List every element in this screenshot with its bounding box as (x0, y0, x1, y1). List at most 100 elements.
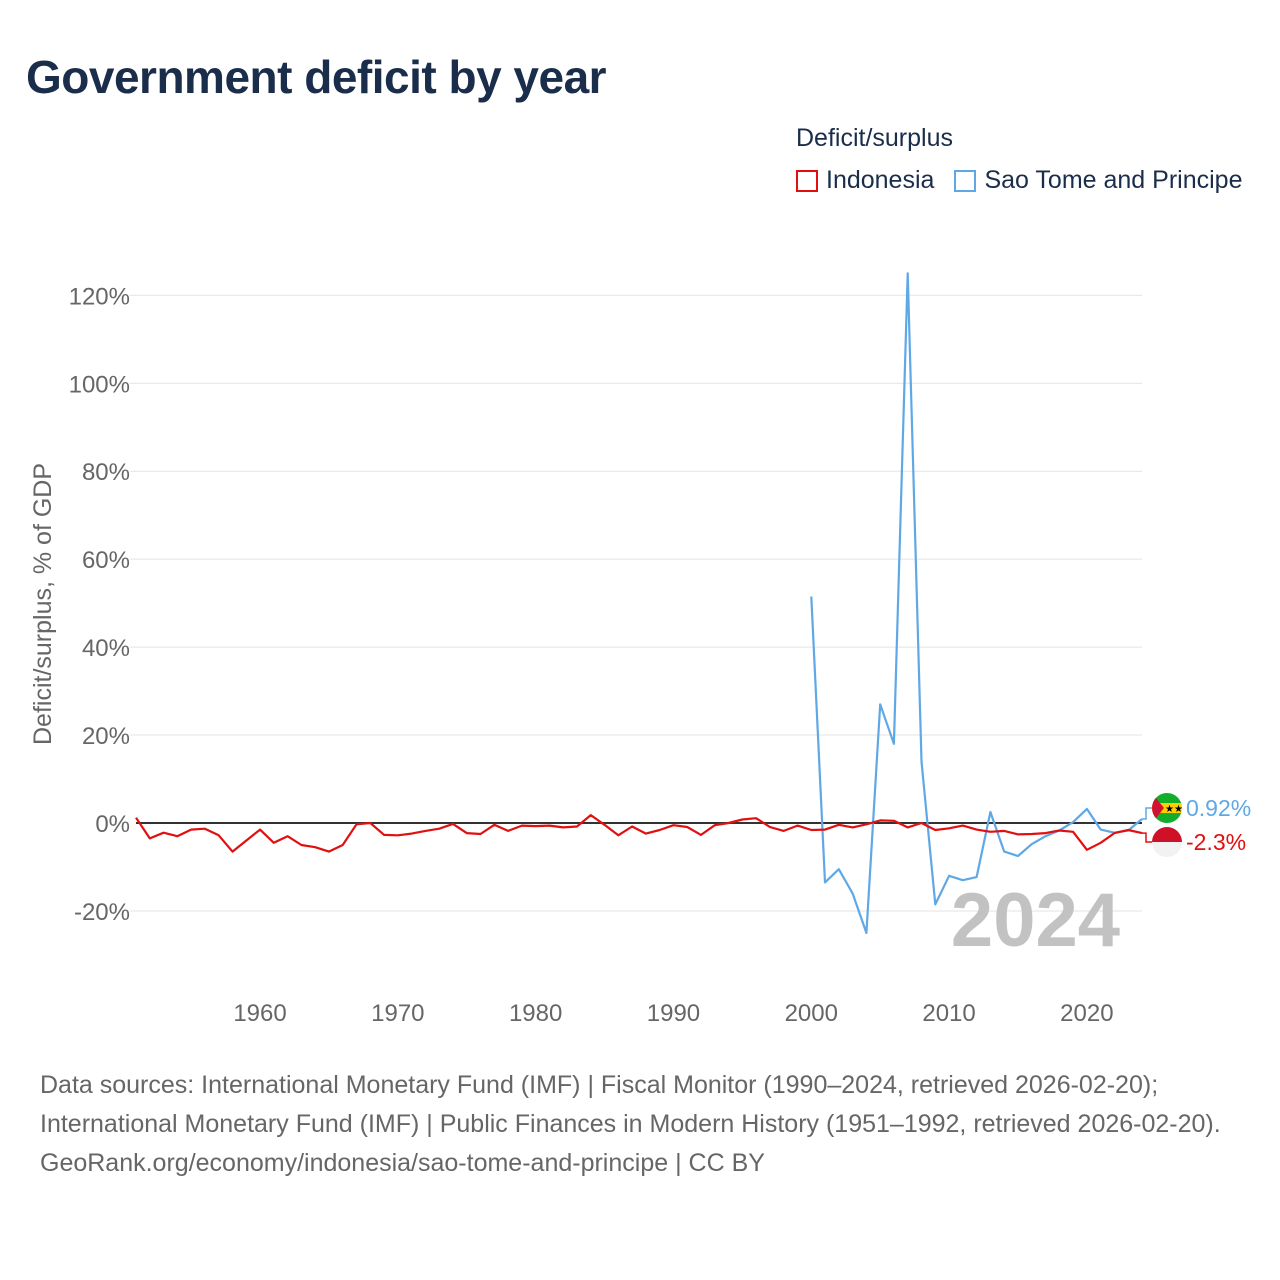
y-tick-label: 120% (69, 283, 130, 310)
data-point-indonesia (478, 831, 483, 836)
data-point-indonesia (230, 849, 235, 854)
data-point-sao-tome (1084, 806, 1089, 811)
data-point-indonesia (547, 823, 552, 828)
legend-label-sao-tome: Sao Tome and Principe (984, 166, 1243, 194)
end-label-sao-tome: 0.92% (1186, 795, 1251, 821)
series-line-sao-tome[interactable] (810, 272, 1143, 935)
data-point-indonesia (574, 824, 579, 829)
legend-label-indonesia: Indonesia (826, 166, 935, 194)
data-point-indonesia (147, 836, 152, 841)
legend-item-indonesia[interactable]: Indonesia (796, 166, 934, 195)
x-tick-label: 1980 (509, 1000, 562, 1027)
data-point-sao-tome (878, 702, 883, 707)
y-axis-title: Deficit/surplus, % of GDP (29, 463, 57, 745)
end-connector-indonesia (1142, 832, 1152, 843)
data-point-indonesia (492, 822, 497, 827)
x-tick-label: 1970 (371, 1000, 424, 1027)
end-label-indonesia: -2.3% (1186, 829, 1246, 855)
data-point-indonesia (960, 823, 965, 828)
data-point-sao-tome (1002, 849, 1007, 854)
data-point-indonesia (864, 822, 869, 827)
data-point-indonesia (974, 827, 979, 832)
year-watermark: 2024 (951, 878, 1120, 963)
data-point-indonesia (299, 842, 304, 847)
y-tick-label: 80% (82, 459, 130, 486)
data-point-indonesia (175, 834, 180, 839)
data-point-indonesia (905, 825, 910, 830)
data-point-indonesia (630, 824, 635, 829)
legend: Indonesia Sao Tome and Principe (796, 166, 1242, 195)
data-point-indonesia (1002, 828, 1007, 833)
chart-title: Government deficit by year (26, 51, 607, 103)
legend-title: Deficit/surplus (796, 124, 953, 152)
data-point-indonesia (1098, 840, 1103, 845)
data-point-indonesia (134, 815, 139, 820)
data-point-sao-tome (933, 902, 938, 907)
data-point-indonesia (878, 818, 883, 823)
data-point-indonesia (795, 823, 800, 828)
legend-swatch-indonesia (796, 169, 818, 192)
data-point-sao-tome (836, 867, 841, 872)
data-point-indonesia (368, 821, 373, 826)
data-point-indonesia (161, 830, 166, 835)
footer: Data sources: International Monetary Fun… (40, 1066, 1240, 1183)
data-point-indonesia (754, 816, 759, 821)
data-point-indonesia (354, 822, 359, 827)
data-point-indonesia (244, 838, 249, 843)
data-point-indonesia (464, 831, 469, 836)
data-point-indonesia (258, 827, 263, 832)
data-point-sao-tome (1029, 842, 1034, 847)
data-point-indonesia (671, 823, 676, 828)
data-point-indonesia (1071, 829, 1076, 834)
data-point-indonesia (1084, 847, 1089, 852)
data-point-indonesia (602, 822, 607, 827)
data-point-sao-tome (1015, 853, 1020, 858)
data-point-indonesia (340, 842, 345, 847)
data-point-indonesia (850, 825, 855, 830)
series-line-indonesia[interactable] (135, 813, 1143, 853)
legend-item-sao-tome[interactable]: Sao Tome and Principe (954, 166, 1242, 195)
data-point-sao-tome (891, 741, 896, 746)
data-point-indonesia (1043, 831, 1048, 836)
data-point-indonesia (423, 828, 428, 833)
y-tick-label: 60% (82, 547, 130, 574)
data-point-indonesia (643, 831, 648, 836)
data-point-indonesia (781, 828, 786, 833)
data-point-indonesia (809, 828, 814, 833)
source-url: GeoRank.org/economy/indonesia/sao-tome-a… (40, 1149, 765, 1177)
y-tick-label: 0% (95, 811, 130, 838)
data-point-sao-tome (960, 878, 965, 883)
y-tick-label: 20% (82, 723, 130, 750)
y-tick-label: 40% (82, 635, 130, 662)
data-point-indonesia (1015, 832, 1020, 837)
indonesia-flag-icon (1152, 827, 1182, 857)
data-point-indonesia (395, 833, 400, 838)
data-point-indonesia (1112, 831, 1117, 836)
data-point-indonesia (216, 833, 221, 838)
data-point-indonesia (740, 817, 745, 822)
data-point-indonesia (189, 827, 194, 832)
data-point-indonesia (382, 832, 387, 837)
data-point-sao-tome (905, 271, 910, 276)
x-tick-label: 2020 (1060, 1000, 1113, 1027)
data-point-indonesia (313, 845, 318, 850)
data-point-indonesia (409, 831, 414, 836)
data-point-sao-tome (1071, 820, 1076, 825)
data-point-indonesia (271, 840, 276, 845)
x-tick-label: 1990 (647, 1000, 700, 1027)
data-point-sao-tome (988, 810, 993, 815)
data-point-indonesia (561, 825, 566, 830)
data-point-indonesia (823, 827, 828, 832)
data-point-indonesia (588, 813, 593, 818)
data-point-indonesia (519, 823, 524, 828)
data-point-indonesia (685, 824, 690, 829)
data-sources: Data sources: International Monetary Fun… (40, 1071, 1221, 1138)
data-point-sao-tome (864, 930, 869, 935)
data-point-indonesia (836, 822, 841, 827)
data-point-indonesia (891, 818, 896, 823)
y-tick-label: -20% (74, 899, 130, 926)
data-point-indonesia (767, 824, 772, 829)
data-point-sao-tome (850, 891, 855, 896)
data-point-sao-tome (947, 873, 952, 878)
